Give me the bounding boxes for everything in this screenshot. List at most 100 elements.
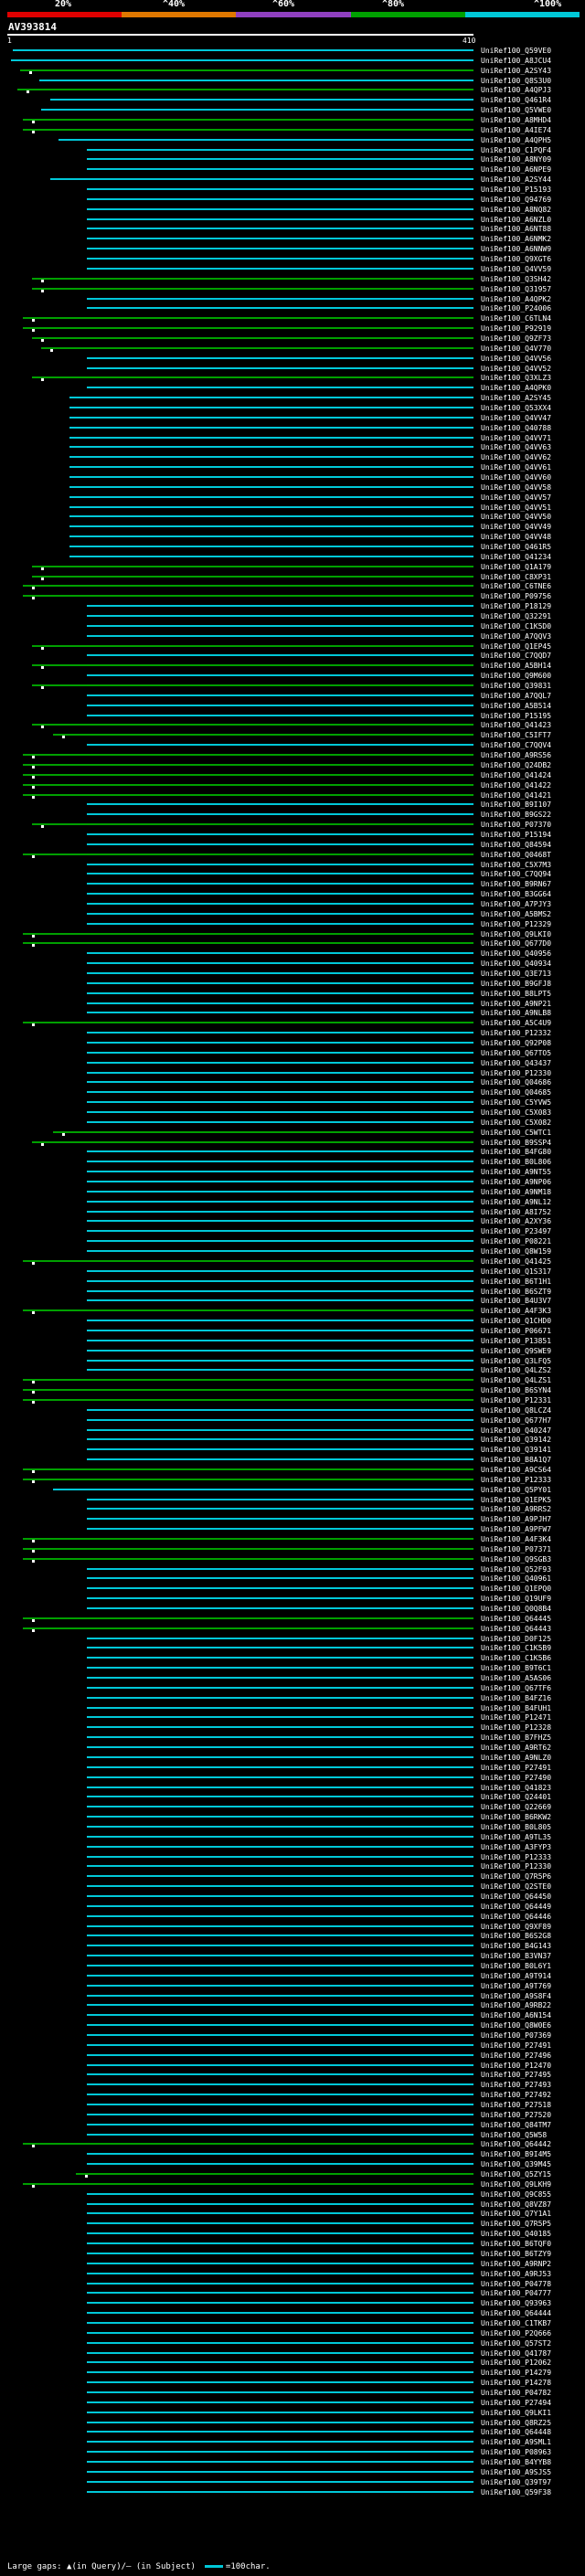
hit-label[interactable]: UniRef100_P12328 — [481, 1723, 552, 1733]
hit-label[interactable]: UniRef100_Q8S3U0 — [481, 76, 552, 85]
hit-label[interactable]: UniRef100_A6NPE9 — [481, 165, 552, 175]
hit-row[interactable]: UniRef100_B3GG64 — [0, 890, 585, 899]
hit-row[interactable]: UniRef100_A9S8F4 — [0, 1992, 585, 2001]
hit-label[interactable]: UniRef100_Q41421 — [481, 790, 552, 800]
hit-row[interactable]: UniRef100_B6RKW2 — [0, 1813, 585, 1822]
hit-row[interactable]: UniRef100_Q41425 — [0, 1257, 585, 1267]
hit-row[interactable]: UniRef100_Q40956 — [0, 949, 585, 959]
hit-label[interactable]: UniRef100_C6TNE6 — [481, 582, 552, 591]
hit-row[interactable]: UniRef100_Q4VV47 — [0, 414, 585, 423]
hit-row[interactable]: UniRef100_Q1EP45 — [0, 642, 585, 652]
hit-label[interactable]: UniRef100_B9GFJ8 — [481, 979, 552, 988]
hit-label[interactable]: UniRef100_Q64443 — [481, 1624, 552, 1633]
hit-row[interactable]: UniRef100_P27491 — [0, 2041, 585, 2051]
hit-label[interactable]: UniRef100_A7QQL7 — [481, 691, 552, 700]
hit-label[interactable]: UniRef100_Q5ZY15 — [481, 2170, 552, 2179]
hit-label[interactable]: UniRef100_Q4VV48 — [481, 533, 552, 542]
hit-label[interactable]: UniRef100_Q4LZS1 — [481, 1376, 552, 1385]
hit-row[interactable]: UniRef100_A9RNP2 — [0, 2260, 585, 2269]
hit-row[interactable]: UniRef100_P12333 — [0, 1853, 585, 1862]
hit-label[interactable]: UniRef100_B6S2G8 — [481, 1932, 552, 1941]
hit-label[interactable]: UniRef100_A6NZL0 — [481, 215, 552, 224]
hit-label[interactable]: UniRef100_P12333 — [481, 1852, 552, 1861]
hit-row[interactable]: UniRef100_Q3LFQ5 — [0, 1357, 585, 1366]
hit-row[interactable]: UniRef100_Q4VV52 — [0, 365, 585, 374]
hit-row[interactable]: UniRef100_P12470 — [0, 2062, 585, 2071]
hit-row[interactable]: UniRef100_P04782 — [0, 2389, 585, 2398]
hit-row[interactable]: UniRef100_P12328 — [0, 1723, 585, 1733]
hit-label[interactable]: UniRef100_Q7R5P5 — [481, 2220, 552, 2229]
hit-label[interactable]: UniRef100_P15195 — [481, 711, 552, 720]
hit-row[interactable]: UniRef100_Q41234 — [0, 553, 585, 562]
hit-row[interactable]: UniRef100_B3VN37 — [0, 1952, 585, 1961]
hit-label[interactable]: UniRef100_A9RRS2 — [481, 1505, 552, 1514]
hit-row[interactable]: UniRef100_Q04685 — [0, 1088, 585, 1097]
hit-row[interactable]: UniRef100_A9T769 — [0, 1982, 585, 1991]
hit-row[interactable]: UniRef100_C5WTC1 — [0, 1129, 585, 1138]
hit-label[interactable]: UniRef100_Q461R5 — [481, 543, 552, 551]
hit-row[interactable]: UniRef100_Q8LCZ4 — [0, 1406, 585, 1415]
hit-row[interactable]: UniRef100_Q4LZS1 — [0, 1376, 585, 1385]
hit-row[interactable]: UniRef100_A5B514 — [0, 702, 585, 711]
hit-row[interactable]: UniRef100_C7QQ94 — [0, 870, 585, 879]
hit-row[interactable]: UniRef100_A6NPE9 — [0, 165, 585, 175]
hit-label[interactable]: UniRef100_Q4LZS2 — [481, 1366, 552, 1375]
hit-row[interactable]: UniRef100_Q24DB2 — [0, 761, 585, 770]
hit-row[interactable]: UniRef100_Q5W58 — [0, 2131, 585, 2140]
hit-label[interactable]: UniRef100_Q64449 — [481, 1902, 552, 1911]
hit-label[interactable]: UniRef100_C1K5B6 — [481, 1654, 552, 1663]
hit-row[interactable]: UniRef100_Q84TM7 — [0, 2121, 585, 2130]
hit-label[interactable]: UniRef100_B9T6C1 — [481, 1664, 552, 1673]
hit-row[interactable]: UniRef100_B6SYN4 — [0, 1386, 585, 1395]
hit-label[interactable]: UniRef100_B8LPT5 — [481, 989, 552, 998]
hit-label[interactable]: UniRef100_B6TZY9 — [481, 2249, 552, 2258]
hit-label[interactable]: UniRef100_P18129 — [481, 602, 552, 611]
hit-row[interactable]: UniRef100_B4FG80 — [0, 1148, 585, 1157]
hit-label[interactable]: UniRef100_P07369 — [481, 2031, 552, 2040]
hit-label[interactable]: UniRef100_A2SY43 — [481, 66, 552, 75]
hit-label[interactable]: UniRef100_Q3E713 — [481, 969, 552, 978]
hit-row[interactable]: UniRef100_Q43437 — [0, 1059, 585, 1068]
hit-label[interactable]: UniRef100_B0L6Y1 — [481, 1961, 552, 1970]
hit-label[interactable]: UniRef100_P12062 — [481, 2359, 552, 2368]
hit-label[interactable]: UniRef100_C1TKB7 — [481, 2318, 552, 2327]
hit-row[interactable]: UniRef100_A4QPK2 — [0, 295, 585, 304]
hit-row[interactable]: UniRef100_P12332 — [0, 1029, 585, 1038]
hit-label[interactable]: UniRef100_B4G143 — [481, 1942, 552, 1951]
hit-label[interactable]: UniRef100_Q40961 — [481, 1574, 552, 1584]
hit-row[interactable]: UniRef100_A9SML1 — [0, 2438, 585, 2447]
hit-row[interactable]: UniRef100_P27492 — [0, 2091, 585, 2100]
hit-row[interactable]: UniRef100_P27520 — [0, 2111, 585, 2120]
hit-row[interactable]: UniRef100_C1K5D0 — [0, 622, 585, 631]
hit-label[interactable]: UniRef100_C1K5D0 — [481, 621, 552, 631]
hit-label[interactable]: UniRef100_Q677D0 — [481, 939, 552, 949]
hit-row[interactable]: UniRef100_Q3SH42 — [0, 275, 585, 284]
hit-label[interactable]: UniRef100_B3VN37 — [481, 1952, 552, 1961]
hit-row[interactable]: UniRef100_Q3E713 — [0, 970, 585, 979]
hit-label[interactable]: UniRef100_Q39141 — [481, 1446, 552, 1455]
hit-label[interactable]: UniRef100_Q67TF6 — [481, 1683, 552, 1692]
hit-row[interactable]: UniRef100_B6T1H1 — [0, 1277, 585, 1287]
hit-row[interactable]: UniRef100_Q4VV57 — [0, 493, 585, 503]
hit-label[interactable]: UniRef100_C8XP31 — [481, 572, 552, 581]
hit-row[interactable]: UniRef100_C7QQV4 — [0, 741, 585, 750]
hit-label[interactable]: UniRef100_C5YVW5 — [481, 1098, 552, 1108]
hit-row[interactable]: UniRef100_P04777 — [0, 2289, 585, 2298]
hit-row[interactable]: UniRef100_Q4VV58 — [0, 483, 585, 493]
hit-label[interactable]: UniRef100_Q40247 — [481, 1426, 552, 1435]
hit-row[interactable]: UniRef100_B6TQF0 — [0, 2240, 585, 2249]
hit-label[interactable]: UniRef100_A5C4U9 — [481, 1019, 552, 1028]
hit-label[interactable]: UniRef100_Q64444 — [481, 2309, 552, 2318]
hit-row[interactable]: UniRef100_Q5PY01 — [0, 1486, 585, 1495]
hit-row[interactable]: UniRef100_A9NP06 — [0, 1178, 585, 1187]
hit-row[interactable]: UniRef100_B8A1Q7 — [0, 1456, 585, 1465]
hit-row[interactable]: UniRef100_Q64448 — [0, 2428, 585, 2437]
hit-label[interactable]: UniRef100_Q39142 — [481, 1436, 552, 1445]
hit-label[interactable]: UniRef100_B9GS22 — [481, 811, 552, 820]
hit-label[interactable]: UniRef100_Q9XF89 — [481, 1922, 552, 1931]
hit-label[interactable]: UniRef100_Q7Y1A1 — [481, 2210, 552, 2219]
hit-label[interactable]: UniRef100_Q94769 — [481, 195, 552, 204]
hit-label[interactable]: UniRef100_C5X083 — [481, 1108, 552, 1118]
hit-row[interactable]: UniRef100_Q84594 — [0, 841, 585, 850]
hit-label[interactable]: UniRef100_Q4VV62 — [481, 453, 552, 462]
